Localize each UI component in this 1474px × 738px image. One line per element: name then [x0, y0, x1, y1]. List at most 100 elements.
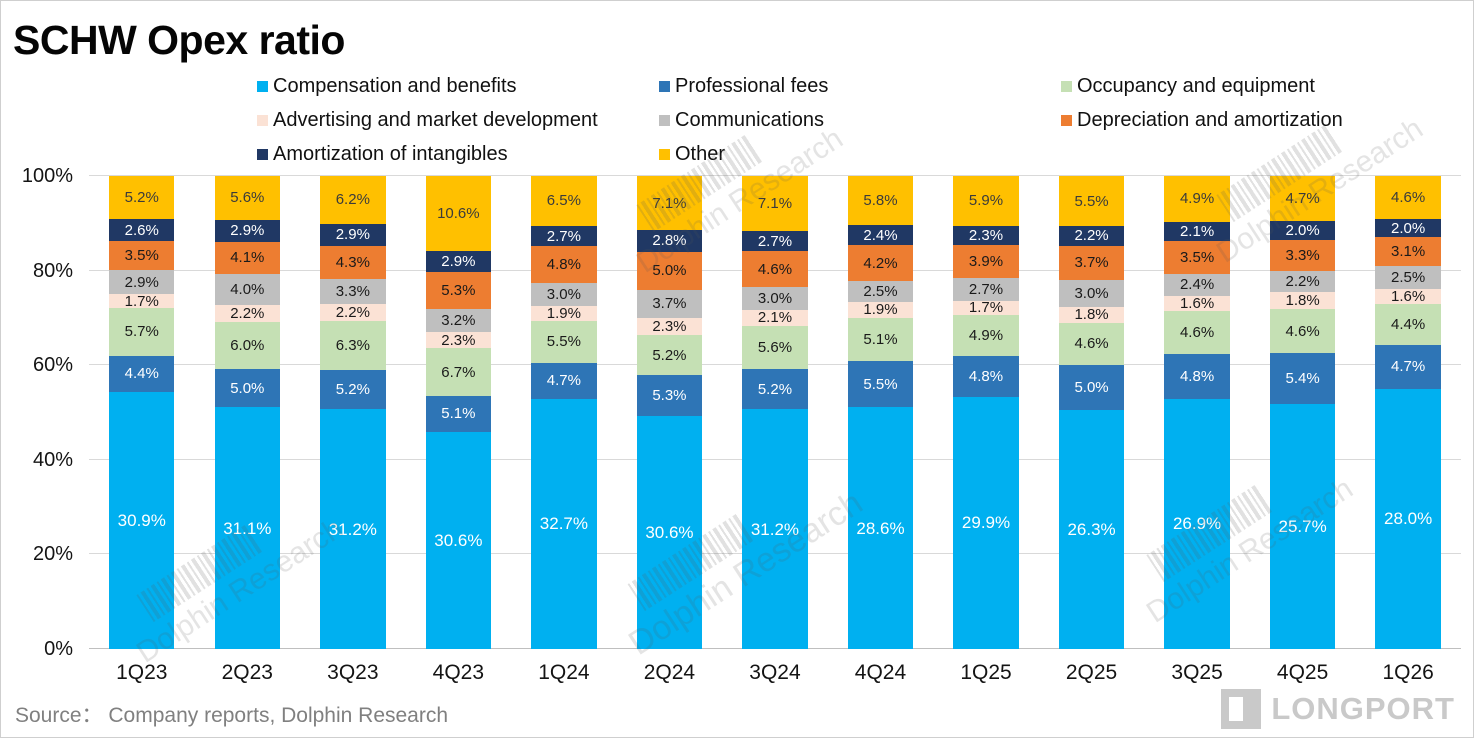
bar-segment: 29.9%: [953, 396, 1019, 649]
bar-segment: 31.2%: [742, 409, 808, 649]
bar-segment: 4.6%: [742, 251, 808, 287]
bar-segment: 1.7%: [953, 299, 1019, 317]
bar-value-label: 1.7%: [968, 299, 1004, 317]
bar-segment: 4.1%: [214, 242, 280, 274]
bar-value-label: 4.6%: [757, 260, 793, 278]
bar-segment: 2.4%: [847, 225, 914, 246]
bar-segment: 26.3%: [1058, 410, 1125, 649]
bar-value-label: 2.7%: [546, 227, 581, 245]
bar-segment: 1.6%: [1375, 289, 1441, 304]
bar-value-label: 5.5%: [546, 333, 581, 351]
x-axis-label: 3Q25: [1171, 661, 1223, 684]
bar-value-label: 5.5%: [1074, 192, 1109, 210]
bar-value-label: 4.6%: [1285, 322, 1320, 340]
stacked-bar: 28.6% 5.5% 5.1% 1.9% 2.5% 4.2% 2.4% 5.8%: [847, 176, 914, 649]
chart-title: SCHW Opex ratio: [13, 17, 345, 63]
bar-value-label: 2.2%: [335, 304, 370, 322]
legend-label: Amortization of intangibles: [273, 143, 508, 165]
bar-segment: 6.0%: [214, 322, 280, 369]
stacked-bar: 32.7% 4.7% 5.5% 1.9% 3.0% 4.8% 2.7% 6.5%: [531, 176, 597, 649]
bar-slot: 26.9% 4.8% 4.6% 1.6% 2.4% 3.5% 2.1% 4.9%: [1144, 176, 1250, 649]
bar-segment: 3.0%: [1058, 279, 1125, 307]
bar-slot: 25.7% 5.4% 4.6% 1.8% 2.2% 3.3% 2.0% 4.7%: [1250, 176, 1356, 649]
bar-segment: 3.1%: [1375, 237, 1441, 267]
bar-value-label: 31.1%: [223, 518, 272, 538]
bar-segment: 2.4%: [1164, 273, 1230, 297]
bar-value-label: 2.3%: [652, 318, 687, 336]
x-axis-label: 1Q23: [116, 661, 168, 684]
stacked-bar: 26.9% 4.8% 4.6% 1.6% 2.4% 3.5% 2.1% 4.9%: [1164, 176, 1230, 649]
legend-color-swatch: [659, 115, 670, 126]
bar-segment: 10.6%: [425, 176, 492, 252]
bar-value-label: 3.5%: [1179, 249, 1215, 266]
stacked-bar: 26.3% 5.0% 4.6% 1.8% 3.0% 3.7% 2.2% 5.5%: [1058, 176, 1125, 649]
bar-segment: 1.9%: [847, 301, 914, 318]
bar-value-label: 4.7%: [1285, 189, 1320, 207]
bar-value-label: 4.9%: [1179, 190, 1215, 208]
bar-value-label: 5.3%: [441, 282, 476, 300]
legend-item: Compensation and benefits: [257, 75, 659, 98]
bar-segment: 5.7%: [109, 308, 175, 356]
legend: Compensation and benefits Professional fe…: [257, 75, 1417, 166]
bar-value-label: 6.2%: [335, 191, 370, 209]
y-axis-tick-label: 80%: [32, 259, 73, 282]
bar-value-label: 3.3%: [335, 283, 370, 301]
legend-item: Advertising and market development: [257, 109, 659, 132]
bar-value-label: 5.0%: [652, 262, 687, 280]
bar-segment: 3.7%: [636, 289, 703, 318]
bar-value-label: 2.9%: [230, 222, 265, 240]
bar-segment: 2.7%: [531, 225, 597, 247]
legend-color-swatch: [257, 115, 268, 126]
bar-segment: 5.1%: [425, 395, 492, 433]
bar-value-label: 5.0%: [230, 379, 265, 397]
bar-segment: 31.2%: [320, 409, 386, 649]
bar-value-label: 4.9%: [968, 327, 1004, 345]
bar-slot: 31.1% 5.0% 6.0% 2.2% 4.0% 4.1% 2.9% 5.6%: [195, 176, 301, 649]
bar-segment: 30.9%: [109, 392, 175, 649]
legend-label: Depreciation and amortization: [1077, 109, 1343, 131]
legend-color-swatch: [1061, 81, 1072, 92]
bar-value-label: 5.0%: [1074, 379, 1109, 397]
x-axis-label: 4Q24: [854, 661, 907, 684]
legend-color-swatch: [257, 81, 268, 92]
bar-segment: 6.7%: [425, 348, 492, 396]
bar-value-label: 2.4%: [863, 226, 898, 244]
bar-value-label: 2.2%: [1074, 227, 1109, 245]
bar-segment: 4.4%: [109, 355, 175, 393]
bar-value-label: 2.9%: [441, 253, 476, 271]
bar-segment: 1.6%: [1164, 296, 1230, 311]
legend-item: Other: [659, 143, 1061, 166]
bar-segment: 2.9%: [109, 269, 175, 295]
bar-segment: 2.2%: [214, 304, 280, 323]
bar-segment: 5.5%: [847, 360, 914, 408]
bar-segment: 4.6%: [1058, 323, 1125, 365]
bar-value-label: 4.6%: [1391, 188, 1426, 206]
bar-value-label: 28.0%: [1384, 509, 1433, 529]
bar-segment: 2.3%: [425, 332, 492, 349]
bar-segment: 1.7%: [109, 294, 175, 309]
bar-value-label: 2.9%: [124, 273, 159, 291]
bar-segment: 2.8%: [636, 230, 703, 252]
y-axis-tick-label: 100%: [21, 165, 73, 187]
legend-label: Occupancy and equipment: [1077, 75, 1315, 97]
bar-value-label: 2.1%: [757, 309, 793, 327]
gridline: [89, 175, 1461, 176]
bar-segment: 2.9%: [214, 219, 280, 243]
bar-value-label: 5.1%: [441, 405, 476, 423]
bar-value-label: 5.8%: [863, 192, 898, 210]
bar-value-label: 1.8%: [1074, 306, 1109, 324]
bar-segment: 2.1%: [1164, 221, 1230, 242]
bar-value-label: 6.7%: [441, 363, 476, 381]
bar-segment: 4.3%: [320, 245, 386, 279]
bar-value-label: 3.5%: [124, 246, 159, 264]
bar-value-label: 5.6%: [230, 189, 265, 207]
bar-segment: 2.7%: [953, 278, 1019, 301]
y-axis-tick-label: 60%: [32, 354, 73, 377]
bar-segment: 4.7%: [1269, 176, 1336, 221]
bar-segment: 5.3%: [636, 375, 703, 416]
bar-segment: 2.6%: [109, 219, 175, 241]
bar-value-label: 3.0%: [1074, 284, 1109, 302]
stacked-bar: 31.2% 5.2% 5.6% 2.1% 3.0% 4.6% 2.7% 7.1%: [742, 176, 808, 649]
bar-segment: 4.4%: [1375, 304, 1441, 346]
